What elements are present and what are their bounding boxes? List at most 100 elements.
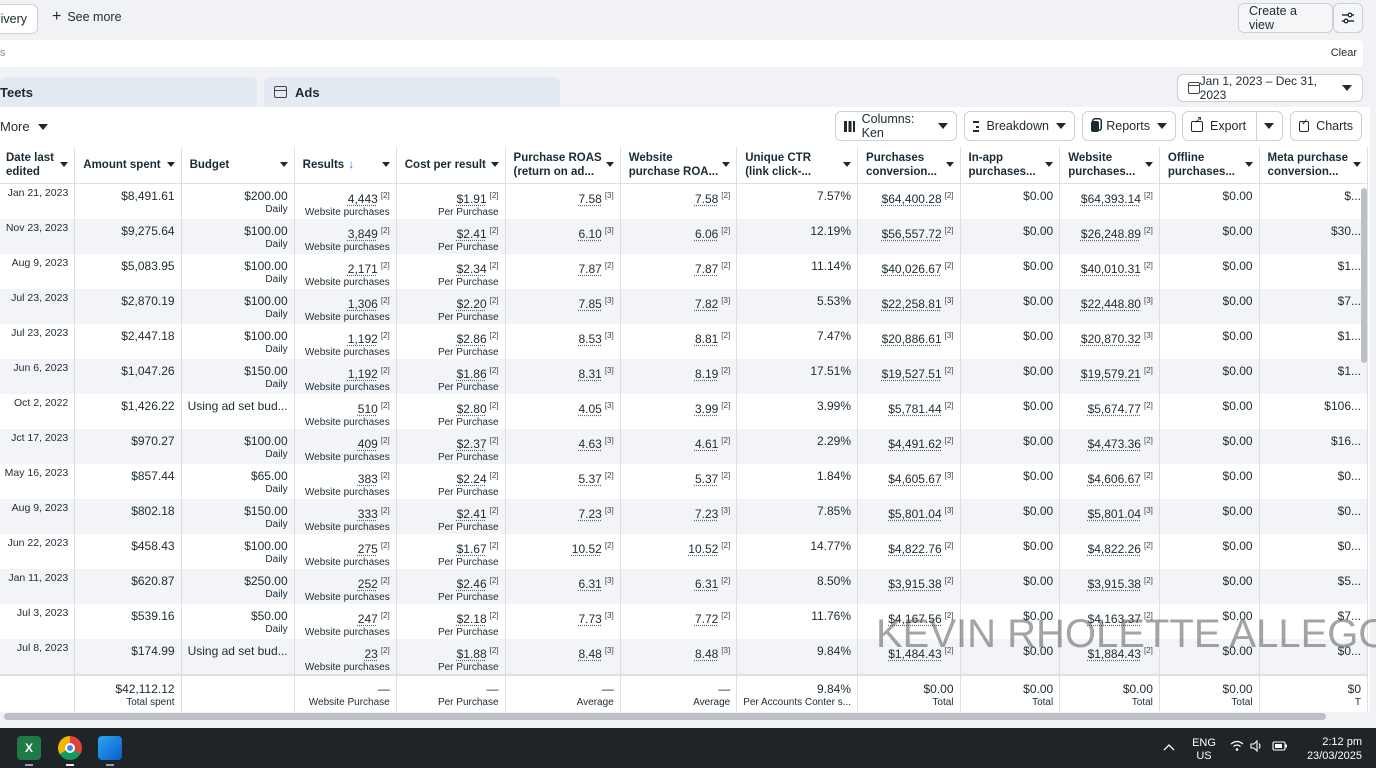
- table-row[interactable]: Oct 2, 2022 $1,426.22 Using ad set bud... 5…: [0, 394, 1368, 429]
- column-header[interactable]: Results ↓: [294, 147, 396, 183]
- column-menu-chevron-icon[interactable]: [491, 162, 499, 167]
- cell-value[interactable]: $64,393.14: [1081, 192, 1141, 206]
- cell-value[interactable]: 7.58: [578, 192, 601, 206]
- column-header[interactable]: In-app purchases...: [960, 147, 1060, 183]
- cell-value[interactable]: $2.20: [457, 297, 487, 311]
- language-indicator[interactable]: ENG US: [1190, 737, 1218, 763]
- horizontal-scrollbar[interactable]: [4, 713, 1326, 720]
- cell-value[interactable]: $2.37: [457, 437, 487, 451]
- column-menu-chevron-icon[interactable]: [1145, 162, 1153, 167]
- cell-value[interactable]: 3,849: [348, 227, 378, 241]
- table-row[interactable]: Jul 23, 2023 $2,870.19 $100.00 Daily 1,306 [2…: [0, 289, 1368, 324]
- cell-value[interactable]: $2.18: [457, 612, 487, 626]
- cell-value[interactable]: 1,306: [348, 297, 378, 311]
- cell-value[interactable]: $56,557.72: [882, 227, 942, 241]
- column-menu-chevron-icon[interactable]: [606, 162, 614, 167]
- cell-value[interactable]: 6.31: [695, 577, 718, 591]
- cell-value[interactable]: 8.81: [695, 332, 718, 346]
- cell-value[interactable]: $5,801.04: [1088, 507, 1141, 521]
- filter-bar[interactable]: s Clear: [0, 40, 1363, 67]
- cell-value[interactable]: 252: [358, 577, 378, 591]
- table-row[interactable]: Aug 9, 2023 $802.18 $150.00 Daily 333 [2] Webs…: [0, 499, 1368, 534]
- cell-value[interactable]: $4,473.36: [1088, 437, 1141, 451]
- export-button[interactable]: Export: [1182, 111, 1283, 141]
- system-clock[interactable]: 2:12 pm 23/03/2025: [1300, 735, 1362, 763]
- cell-value[interactable]: $4,605.67: [888, 472, 941, 486]
- cell-value[interactable]: $26,248.89: [1081, 227, 1141, 241]
- table-row[interactable]: Jan 21, 2023 $8,491.61 $200.00 Daily 4,443 [2…: [0, 183, 1368, 219]
- tab-ads[interactable]: Ads: [264, 77, 560, 107]
- column-menu-chevron-icon[interactable]: [1045, 162, 1053, 167]
- cell-value[interactable]: 8.19: [695, 367, 718, 381]
- cell-value[interactable]: 7.85: [578, 297, 601, 311]
- cell-value[interactable]: $1.86: [457, 367, 487, 381]
- column-header[interactable]: Unique CTR (link click-...: [737, 147, 858, 183]
- cell-value[interactable]: 8.31: [578, 367, 601, 381]
- cell-value[interactable]: $2.86: [457, 332, 487, 346]
- cell-value[interactable]: 7.73: [578, 612, 601, 626]
- cell-value[interactable]: 6.10: [578, 227, 601, 241]
- cell-value[interactable]: 8.48: [695, 647, 718, 661]
- column-menu-chevron-icon[interactable]: [280, 162, 288, 167]
- date-range-picker[interactable]: Jan 1, 2023 – Dec 31, 2023: [1177, 74, 1363, 102]
- tab-teets[interactable]: Teets: [0, 77, 257, 107]
- cell-value[interactable]: 4,443: [348, 192, 378, 206]
- cell-value[interactable]: 10.52: [688, 542, 718, 556]
- chrome-icon[interactable]: [58, 736, 82, 760]
- cell-value[interactable]: 23: [364, 647, 377, 661]
- volume-icon[interactable]: [1250, 740, 1264, 755]
- table-row[interactable]: Nov 23, 2023 $9,275.64 $100.00 Daily 3,849 [2…: [0, 219, 1368, 254]
- cell-value[interactable]: $40,026.67: [882, 262, 942, 276]
- cell-value[interactable]: 7.58: [695, 192, 718, 206]
- column-header[interactable]: Meta purchase conversion...: [1259, 147, 1367, 183]
- cell-value[interactable]: 6.06: [695, 227, 718, 241]
- charts-button[interactable]: Charts: [1290, 111, 1362, 141]
- table-row[interactable]: Jan 11, 2023 $620.87 $250.00 Daily 252 [2] Web…: [0, 569, 1368, 604]
- cell-value[interactable]: $5,674.77: [1088, 402, 1141, 416]
- cell-value[interactable]: 333: [358, 507, 378, 521]
- chevron-up-icon[interactable]: [1163, 740, 1175, 754]
- cell-value[interactable]: 275: [358, 542, 378, 556]
- cell-value[interactable]: $5,781.44: [888, 402, 941, 416]
- column-menu-chevron-icon[interactable]: [722, 162, 730, 167]
- cell-value[interactable]: $2.80: [457, 402, 487, 416]
- column-header[interactable]: Offline purchases...: [1159, 147, 1259, 183]
- photos-icon[interactable]: [98, 736, 122, 760]
- cell-value[interactable]: $20,870.32: [1081, 332, 1141, 346]
- cell-value[interactable]: 510: [358, 402, 378, 416]
- cell-value[interactable]: 8.48: [578, 647, 601, 661]
- column-menu-chevron-icon[interactable]: [167, 162, 175, 167]
- table-row[interactable]: Jct 17, 2023 $970.27 $100.00 Daily 409 [2] Web…: [0, 429, 1368, 464]
- sort-descending-icon[interactable]: ↓: [348, 157, 354, 171]
- table-row[interactable]: Aug 9, 2023 $5,083.95 $100.00 Daily 2,171 [2]…: [0, 254, 1368, 289]
- view-settings-button[interactable]: [1333, 3, 1363, 33]
- cell-value[interactable]: 10.52: [572, 542, 602, 556]
- cell-value[interactable]: $2.46: [457, 577, 487, 591]
- cell-value[interactable]: 3.99: [695, 402, 718, 416]
- column-header[interactable]: Budget: [181, 147, 294, 183]
- cell-value[interactable]: $1.67: [457, 542, 487, 556]
- cell-value[interactable]: $19,579.21: [1081, 367, 1141, 381]
- more-button[interactable]: More: [0, 119, 48, 134]
- reports-button[interactable]: Reports: [1082, 111, 1176, 141]
- cell-value[interactable]: 7.87: [578, 262, 601, 276]
- cell-value[interactable]: $3,915.38: [888, 577, 941, 591]
- vertical-scrollbar[interactable]: [1361, 188, 1367, 363]
- cell-value[interactable]: 383: [358, 472, 378, 486]
- cell-value[interactable]: $2.41: [457, 227, 487, 241]
- cell-value[interactable]: 2,171: [348, 262, 378, 276]
- cell-value[interactable]: $1.91: [457, 192, 487, 206]
- cell-value[interactable]: 6.31: [578, 577, 601, 591]
- cell-value[interactable]: $1.88: [457, 647, 487, 661]
- wifi-icon[interactable]: [1230, 740, 1244, 755]
- cell-value[interactable]: $20,886.61: [882, 332, 942, 346]
- table-row[interactable]: Jul 23, 2023 $2,447.18 $100.00 Daily 1,192 [2…: [0, 324, 1368, 359]
- cell-value[interactable]: 5.37: [695, 472, 718, 486]
- cell-value[interactable]: $2.24: [457, 472, 487, 486]
- cell-value[interactable]: 409: [358, 437, 378, 451]
- cell-value[interactable]: 4.05: [578, 402, 601, 416]
- cell-value[interactable]: 7.23: [578, 507, 601, 521]
- cell-value[interactable]: 7.72: [695, 612, 718, 626]
- clear-filter-button[interactable]: Clear: [1331, 47, 1357, 59]
- column-header[interactable]: Cost per result: [396, 147, 505, 183]
